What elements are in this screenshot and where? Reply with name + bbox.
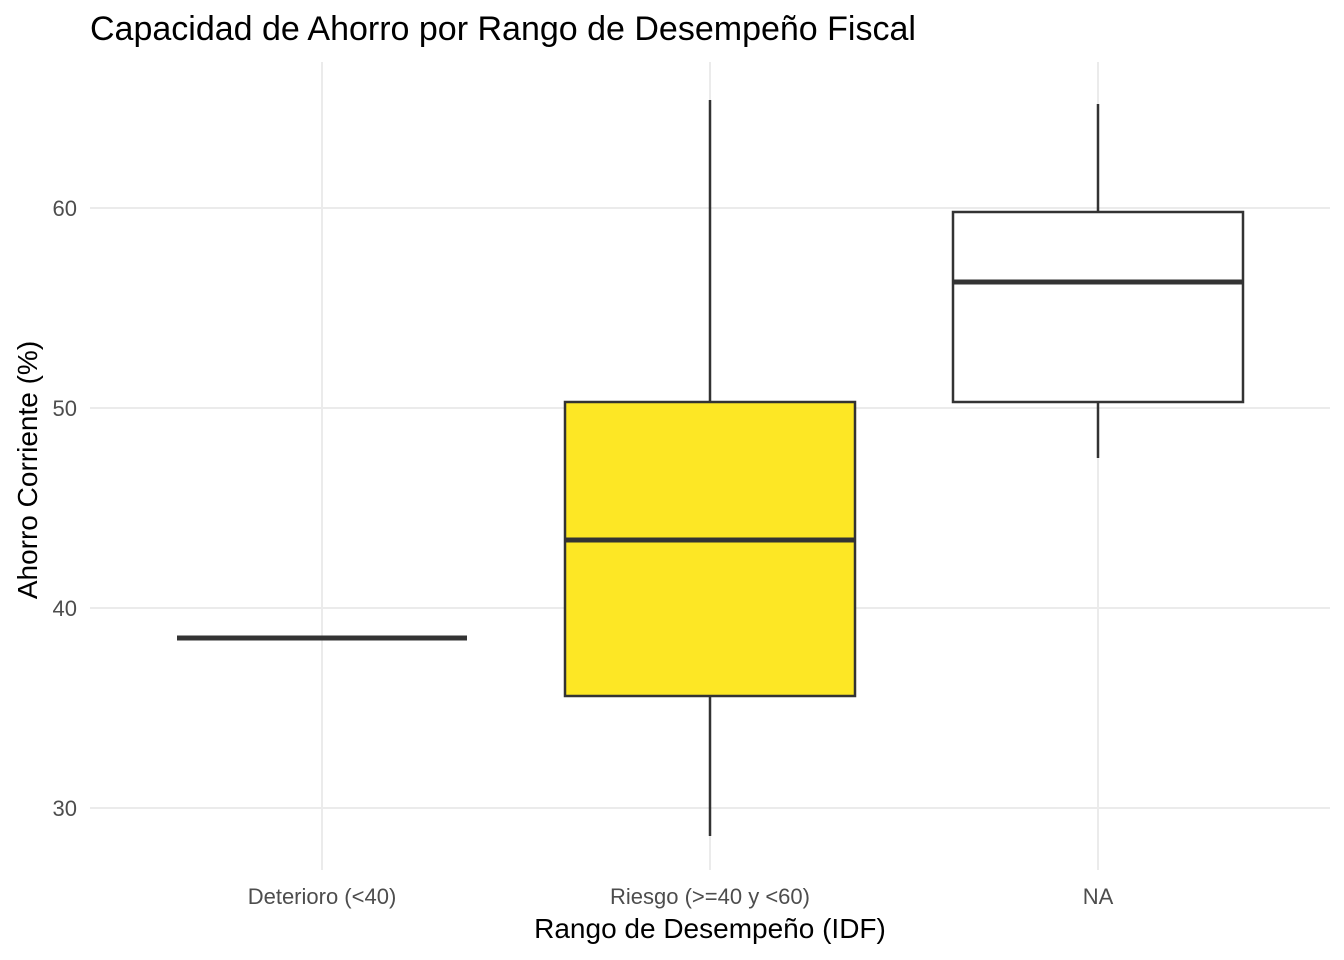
boxes [177, 100, 1245, 836]
box-body [563, 400, 857, 698]
x-axis-title: Rango de Desempeño (IDF) [534, 913, 886, 944]
tick-labels: 30 40 50 60 Deterioro (<40) Riesgo (>=40 y <6… [53, 196, 1114, 909]
x-tick-label: Deterioro (<40) [248, 884, 397, 909]
y-tick-label: 30 [53, 796, 77, 821]
y-tick-label: 50 [53, 396, 77, 421]
box-body [951, 210, 1245, 404]
y-axis-title: Ahorro Corriente (%) [12, 341, 43, 599]
y-tick-label: 60 [53, 196, 77, 221]
box-2 [951, 104, 1245, 458]
chart-title: Capacidad de Ahorro por Rango de Desempe… [90, 10, 916, 48]
x-tick-label: Riesgo (>=40 y <60) [610, 884, 810, 909]
x-tick-label: NA [1083, 884, 1114, 909]
box-1 [563, 100, 857, 836]
y-tick-label: 40 [53, 596, 77, 621]
